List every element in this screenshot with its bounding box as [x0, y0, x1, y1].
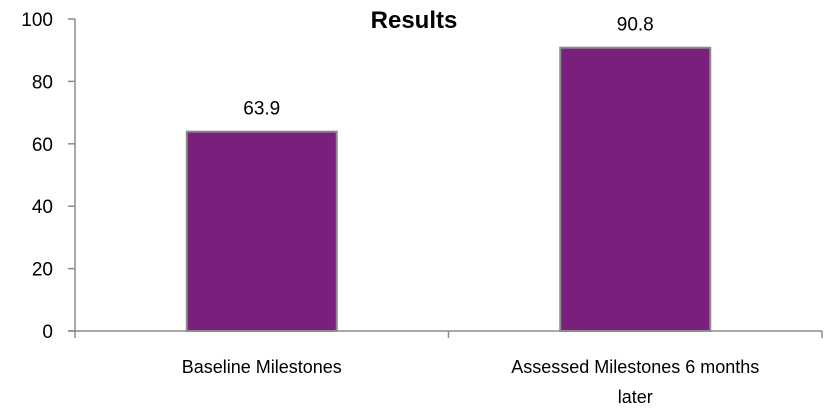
y-tick-label: 20	[32, 260, 53, 281]
y-tick-label: 40	[32, 197, 53, 218]
category-label: Baseline Milestones	[182, 357, 342, 377]
y-tick-label: 60	[32, 135, 53, 156]
y-tick-label: 100	[21, 10, 53, 31]
category-label: Assessed Milestones 6 months later	[511, 357, 759, 407]
data-label: 90.8	[617, 15, 654, 36]
data-label: 63.9	[243, 99, 280, 120]
chart-title: Results	[371, 7, 458, 34]
bar	[185, 130, 338, 332]
y-tick-label: 0	[42, 322, 53, 343]
y-tick-label: 80	[32, 72, 53, 93]
plot-area: 0 20 40 60 80 100 63.9 Baseline Milestones 90.8 A…	[21, 10, 823, 407]
bar	[559, 46, 712, 332]
